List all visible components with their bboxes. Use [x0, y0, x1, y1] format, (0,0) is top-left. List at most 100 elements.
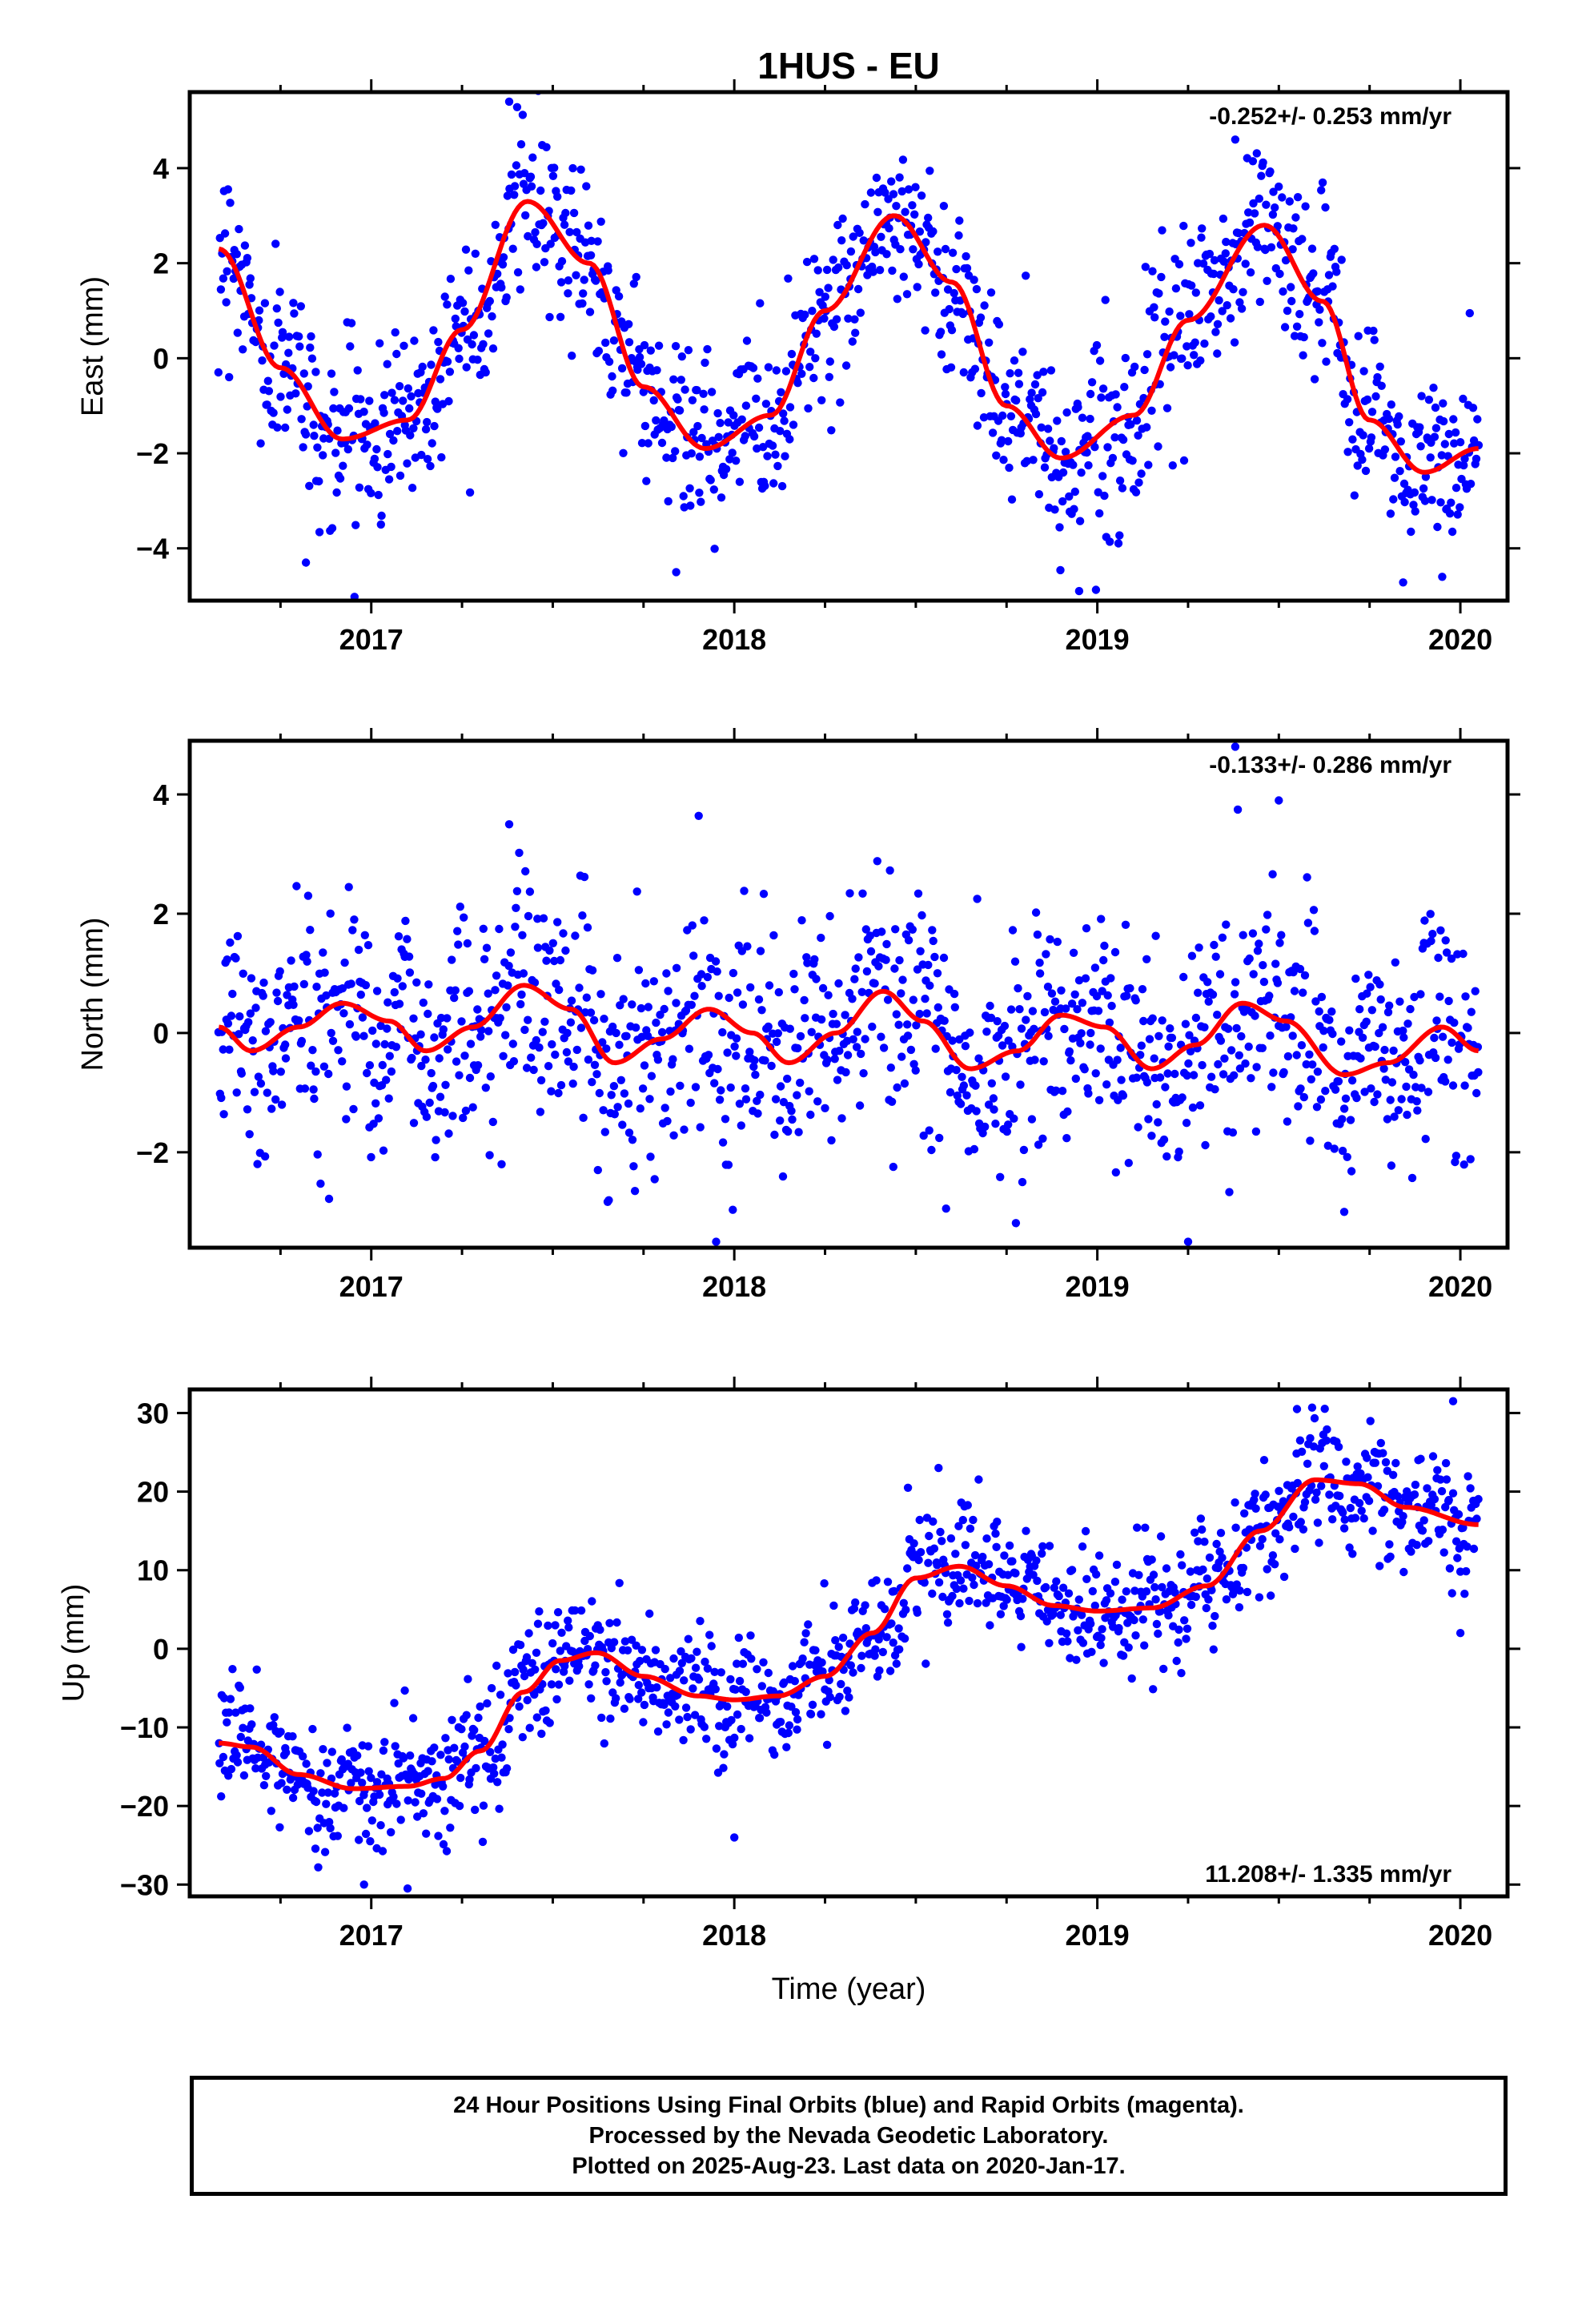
data-point	[950, 1003, 960, 1012]
data-point	[660, 1700, 669, 1709]
data-point	[1431, 424, 1441, 432]
data-point	[894, 1020, 903, 1029]
data-point	[1177, 1669, 1186, 1678]
data-point	[663, 1116, 672, 1126]
data-point	[1430, 1033, 1439, 1043]
data-point	[985, 338, 994, 347]
data-point	[900, 1634, 909, 1643]
data-point	[1116, 1043, 1125, 1052]
data-point	[628, 1000, 636, 1009]
data-point	[1315, 305, 1324, 314]
data-point	[1058, 1583, 1068, 1592]
data-point	[550, 956, 559, 966]
data-point	[1318, 178, 1327, 187]
data-point	[757, 1006, 766, 1015]
data-point	[1252, 1063, 1261, 1072]
data-point	[598, 1038, 607, 1047]
data-point	[1315, 1007, 1323, 1016]
data-point	[1409, 501, 1418, 509]
data-point	[994, 320, 1004, 329]
data-point	[1251, 1504, 1260, 1514]
data-point	[691, 1663, 701, 1672]
data-point	[1251, 1127, 1261, 1136]
data-point	[363, 1803, 371, 1812]
data-point	[857, 987, 866, 997]
data-point	[1323, 1425, 1331, 1434]
data-point	[1198, 224, 1207, 233]
data-point	[1328, 282, 1337, 291]
data-point	[260, 1152, 270, 1161]
data-point	[741, 1084, 750, 1093]
data-point	[1134, 431, 1142, 440]
data-point	[462, 363, 471, 372]
data-point	[1444, 429, 1454, 439]
data-point	[917, 191, 926, 200]
data-point	[1464, 1472, 1472, 1481]
data-point	[986, 1621, 994, 1630]
data-point	[484, 1027, 493, 1035]
data-point	[1363, 1454, 1371, 1462]
data-point	[800, 1638, 809, 1647]
data-point	[309, 1085, 318, 1094]
data-point	[1350, 491, 1359, 500]
data-point	[1090, 443, 1099, 452]
data-point	[1290, 332, 1299, 340]
data-point	[642, 476, 651, 485]
data-point	[618, 1120, 627, 1129]
data-point	[528, 153, 537, 162]
data-point	[1453, 510, 1462, 519]
data-point	[977, 388, 986, 398]
data-point	[1235, 298, 1244, 307]
data-point	[895, 173, 904, 182]
data-point	[1038, 1549, 1046, 1558]
data-point	[446, 1823, 455, 1832]
data-point	[1198, 1060, 1207, 1070]
data-point	[798, 1654, 807, 1663]
data-point	[590, 1060, 600, 1070]
data-point	[383, 1024, 391, 1033]
data-point	[1275, 796, 1283, 805]
data-point	[510, 182, 520, 191]
data-point	[681, 385, 689, 394]
data-point	[588, 966, 597, 975]
data-point	[689, 951, 698, 960]
data-point	[712, 1237, 721, 1246]
data-point	[1031, 409, 1041, 419]
data-point	[672, 999, 681, 1007]
data-point	[1186, 1567, 1195, 1576]
data-point	[834, 979, 843, 988]
data-point	[741, 401, 751, 410]
data-point	[762, 1708, 771, 1717]
data-point	[410, 336, 419, 345]
data-point	[898, 975, 907, 984]
data-point	[1364, 1497, 1374, 1506]
data-point	[1231, 978, 1240, 987]
data-point	[632, 272, 640, 282]
data-point	[384, 475, 394, 484]
data-point	[685, 1044, 694, 1053]
data-point	[1460, 1590, 1469, 1598]
data-point	[510, 1667, 520, 1677]
data-point	[450, 993, 459, 1003]
data-point	[776, 1718, 785, 1727]
data-point	[333, 426, 342, 435]
data-point	[1028, 1007, 1038, 1015]
data-point	[1003, 1570, 1013, 1579]
data-point	[777, 388, 785, 396]
y-tick-label: 0	[153, 342, 169, 375]
data-point	[1199, 1565, 1207, 1574]
data-point	[452, 1057, 461, 1066]
data-point	[310, 432, 319, 440]
data-point	[1203, 978, 1212, 987]
data-point	[1030, 1055, 1039, 1064]
data-point	[367, 1773, 375, 1783]
data-point	[295, 1016, 303, 1025]
data-point	[425, 1098, 434, 1108]
data-point	[1423, 1484, 1431, 1493]
data-point	[1074, 586, 1084, 596]
data-point	[1034, 1140, 1043, 1149]
data-point	[984, 1560, 994, 1569]
data-point	[697, 433, 706, 443]
data-point	[986, 288, 996, 297]
data-point	[300, 1084, 310, 1093]
